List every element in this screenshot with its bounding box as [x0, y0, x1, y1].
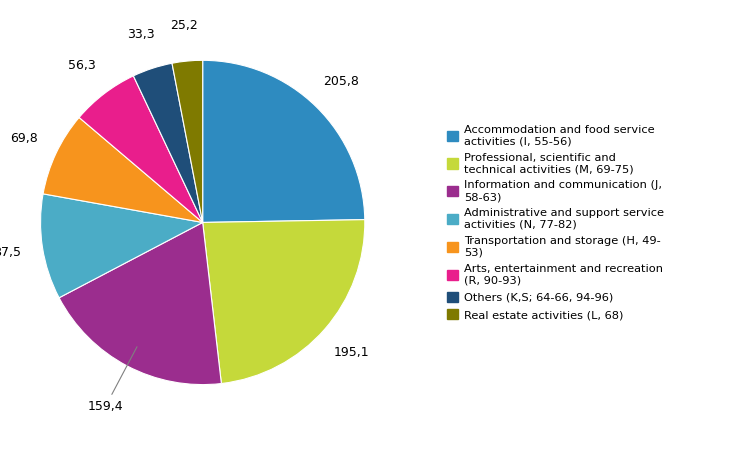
Text: 33,3: 33,3	[128, 28, 155, 41]
Text: 159,4: 159,4	[88, 347, 137, 413]
Wedge shape	[203, 220, 365, 384]
Wedge shape	[59, 222, 221, 385]
Wedge shape	[203, 60, 365, 222]
Wedge shape	[43, 118, 203, 222]
Legend: Accommodation and food service
activities (I, 55-56), Professional, scientific a: Accommodation and food service activitie…	[444, 121, 668, 324]
Text: 195,1: 195,1	[334, 346, 369, 359]
Text: 56,3: 56,3	[69, 59, 97, 72]
Text: 25,2: 25,2	[170, 19, 198, 32]
Wedge shape	[133, 63, 203, 222]
Wedge shape	[172, 60, 203, 222]
Wedge shape	[79, 76, 203, 222]
Text: 69,8: 69,8	[10, 132, 38, 144]
Text: 205,8: 205,8	[324, 75, 359, 88]
Text: 87,5: 87,5	[0, 246, 21, 259]
Wedge shape	[41, 194, 203, 298]
